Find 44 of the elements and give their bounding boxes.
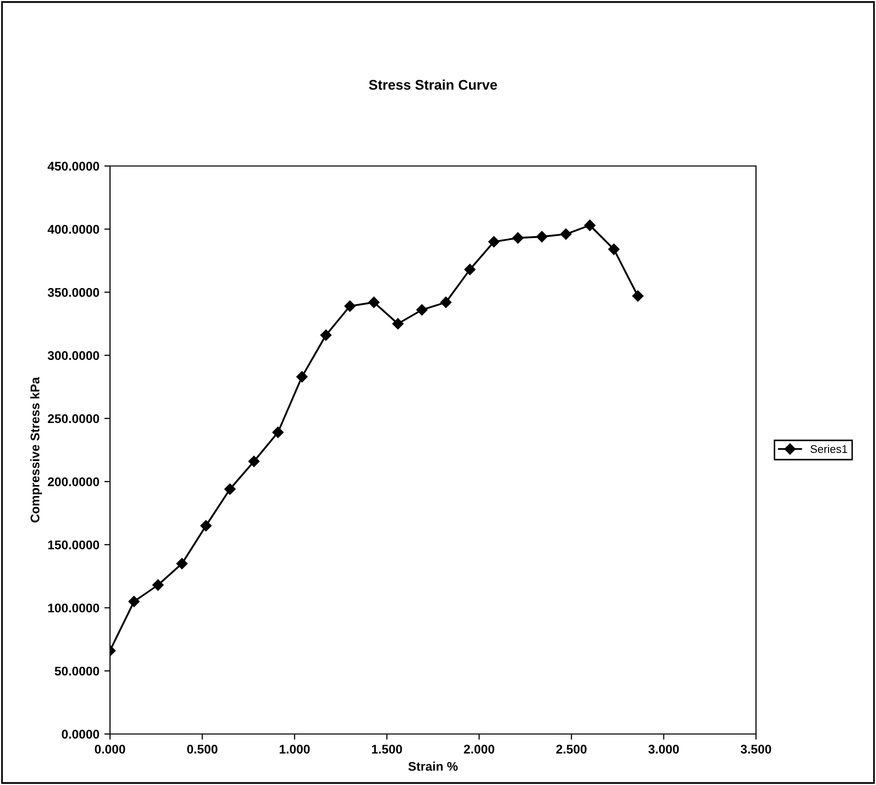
point: [536, 231, 548, 242]
x-tick-label: 0.000: [94, 744, 126, 754]
point: [416, 304, 428, 316]
point: [632, 290, 644, 302]
y-tick-label: 350.0000: [48, 288, 100, 297]
y-tick-label: 250.0000: [48, 414, 100, 424]
point: [272, 426, 284, 438]
x-tick-label: 0.500: [187, 744, 218, 754]
y-tick-label: 200.0000: [48, 477, 100, 486]
y-tick-label: 300.0000: [48, 351, 100, 360]
y-tick-label: 450.0000: [48, 162, 100, 171]
x-tick-label: 3.000: [648, 744, 679, 754]
x-tick-label: 2.500: [556, 744, 587, 754]
point: [320, 330, 332, 341]
point: [512, 232, 524, 244]
chart-title: Stress Strain Curve: [368, 80, 497, 90]
point: [560, 228, 572, 240]
legend-label: Series1: [810, 444, 848, 453]
point: [128, 596, 140, 608]
point: [608, 244, 620, 255]
point: [392, 318, 404, 330]
point: [224, 484, 236, 495]
y-tick-label: 400.0000: [48, 224, 100, 234]
y-tick-label: 50.0000: [54, 666, 100, 676]
x-tick-label: 2.000: [464, 744, 494, 754]
point: [488, 236, 500, 248]
point: [248, 456, 260, 467]
point: [176, 558, 188, 570]
point: [464, 264, 476, 276]
y-tick-label: 150.0000: [48, 540, 100, 550]
x-tick-label: 3.500: [740, 744, 772, 754]
y-tick-label: 100.0000: [48, 604, 100, 612]
point: [584, 220, 596, 231]
x-axis-title: Strain %: [408, 762, 458, 771]
point: [296, 371, 308, 382]
point: [440, 296, 452, 308]
point: [344, 300, 356, 312]
point: [368, 296, 380, 308]
y-tick-label: 0.0000: [62, 730, 100, 739]
point: [200, 520, 212, 532]
point: [152, 579, 164, 591]
y-axis-title: Compressive Stress kPa: [30, 376, 42, 522]
x-tick-label: 1.500: [372, 744, 402, 754]
x-tick-label: 1.000: [280, 744, 310, 754]
